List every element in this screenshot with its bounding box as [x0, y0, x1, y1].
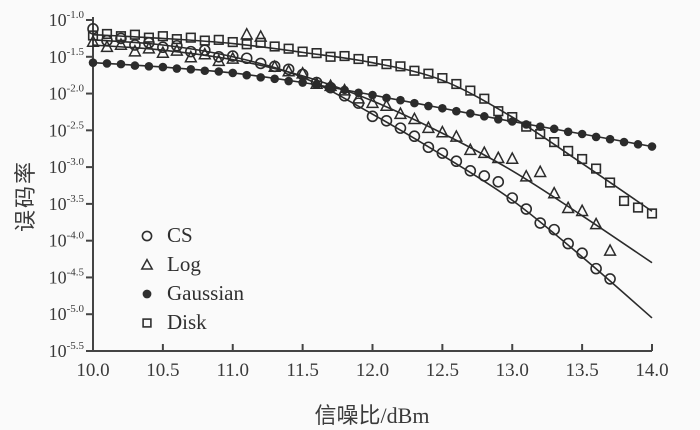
svg-text:13.5: 13.5 [566, 360, 599, 381]
y-tick-labels: 10-1.0 10-1.5 10-2.0 10-2.5 10-3.0 10-3.5 10-4… [49, 9, 93, 361]
svg-text:12.5: 12.5 [426, 360, 459, 381]
open-circle-icon [141, 230, 153, 241]
svg-text:13.0: 13.0 [496, 360, 529, 381]
svg-text:11.0: 11.0 [216, 360, 249, 381]
legend-label-log: Log [167, 252, 201, 276]
svg-text:10-5.5: 10-5.5 [49, 340, 85, 361]
y-axis-title: 误码率 [13, 159, 38, 233]
svg-text:10-3.5: 10-3.5 [49, 193, 85, 214]
filled-circle-icon [142, 289, 152, 298]
svg-text:10-4.5: 10-4.5 [49, 266, 85, 287]
svg-text:12.0: 12.0 [356, 360, 389, 381]
svg-text:14.0: 14.0 [635, 360, 668, 381]
svg-text:10-1.5: 10-1.5 [49, 46, 85, 67]
series-markers-disk [87, 28, 658, 219]
open-triangle-icon [140, 257, 154, 270]
series-markers-gaussian [88, 58, 657, 151]
svg-text:10-2.0: 10-2.0 [49, 83, 85, 104]
legend-item-cs: CS [136, 221, 244, 250]
svg-text:10-2.5: 10-2.5 [49, 119, 85, 140]
x-axis-title: 信噪比/dBm [314, 403, 430, 428]
legend-label-cs: CS [167, 223, 193, 247]
legend-item-disk: Disk [136, 308, 244, 337]
series-line-cs [92, 39, 653, 319]
svg-text:10.0: 10.0 [76, 360, 109, 381]
svg-text:10-5.0: 10-5.0 [49, 303, 85, 324]
open-square-icon [142, 317, 152, 328]
legend: CS Log Gaussian Disk [136, 221, 244, 337]
svg-text:10-1.0: 10-1.0 [49, 9, 85, 30]
legend-item-log: Log [136, 250, 244, 279]
series-line-log [92, 44, 653, 264]
legend-item-gaussian: Gaussian [136, 279, 244, 308]
series-line-disk [92, 33, 653, 212]
legend-label-gaussian: Gaussian [167, 281, 244, 305]
svg-text:11.5: 11.5 [286, 360, 319, 381]
svg-text:10.5: 10.5 [146, 360, 179, 381]
svg-text:10-3.0: 10-3.0 [49, 156, 85, 177]
svg-text:10-4.0: 10-4.0 [49, 230, 85, 251]
x-tick-labels: 10.0 10.5 11.0 11.5 12.0 12.5 13.0 13.5 14.0 [76, 344, 669, 381]
legend-label-disk: Disk [167, 310, 207, 334]
